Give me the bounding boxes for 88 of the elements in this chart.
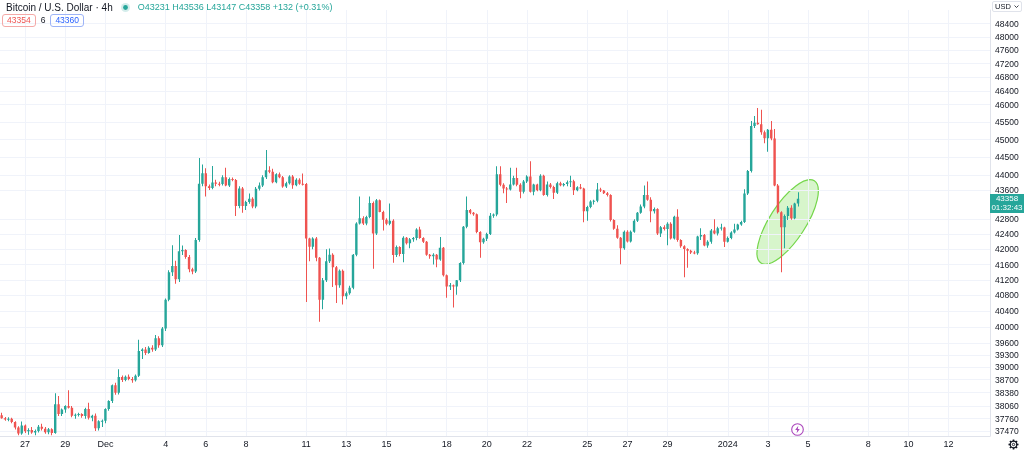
candlestick bbox=[713, 219, 716, 235]
candlestick bbox=[298, 178, 301, 185]
y-tick-label: 41600 bbox=[995, 259, 1019, 270]
candlestick bbox=[171, 245, 174, 277]
x-tick-label: 25 bbox=[582, 438, 593, 449]
candlestick bbox=[505, 186, 509, 204]
y-tick-label: 39000 bbox=[995, 362, 1019, 373]
x-tick-label: 2024 bbox=[717, 438, 738, 449]
x-tick-label: 15 bbox=[381, 438, 392, 449]
y-tick-label: 42000 bbox=[995, 244, 1019, 255]
candlestick bbox=[415, 228, 418, 241]
y-tick-label: 46800 bbox=[995, 72, 1019, 83]
x-tick-label: 12 bbox=[943, 438, 954, 449]
y-tick-label: 46000 bbox=[995, 99, 1019, 110]
candlestick bbox=[756, 108, 760, 125]
candlestick bbox=[221, 175, 224, 186]
y-tick-label: 41200 bbox=[995, 274, 1019, 285]
y-tick-label: 39300 bbox=[995, 350, 1019, 361]
candlestick bbox=[790, 205, 793, 220]
x-tick-label: 22 bbox=[521, 438, 532, 449]
y-tick-label: 42800 bbox=[995, 214, 1019, 225]
candlestick bbox=[529, 161, 532, 193]
y-tick-label: 46400 bbox=[995, 85, 1019, 96]
y-tick-label: 40000 bbox=[995, 321, 1019, 332]
chart-title: Bitcoin / U.S. Dollar · 4h bbox=[6, 1, 113, 13]
x-tick-label: 13 bbox=[341, 438, 352, 449]
x-tick-label: 11 bbox=[301, 438, 311, 449]
candlestick bbox=[211, 165, 214, 190]
x-tick-label: 18 bbox=[441, 438, 452, 449]
candlestick bbox=[666, 222, 669, 246]
candlestick bbox=[683, 245, 686, 278]
y-tick-label: 47200 bbox=[995, 58, 1019, 69]
x-tick-label: 5 bbox=[805, 438, 811, 449]
annotation: O43231 H43536 L43147 C43358 +132 (+0.31%) bbox=[137, 2, 333, 12]
x-tick-label: 27 bbox=[622, 438, 633, 449]
y-tick-label: 48400 bbox=[995, 18, 1019, 29]
y-tick-label: 44500 bbox=[995, 152, 1019, 163]
candlestick bbox=[375, 199, 378, 236]
candlestick bbox=[27, 428, 30, 435]
x-tick-label: 10 bbox=[903, 438, 914, 449]
candlestick bbox=[77, 412, 80, 417]
y-tick-label: 47600 bbox=[995, 45, 1019, 56]
x-tick-label: 3 bbox=[765, 438, 771, 449]
candlestick bbox=[0, 412, 3, 419]
text: 01:32:43 bbox=[990, 203, 1024, 213]
x-tick-label: 4 bbox=[163, 438, 169, 449]
x-tick-label: 8 bbox=[865, 438, 871, 449]
y-tick-label: 38060 bbox=[995, 401, 1019, 412]
annotation: 6 bbox=[40, 15, 46, 25]
x-tick-label: 6 bbox=[203, 438, 209, 449]
candlestick bbox=[144, 346, 147, 356]
candlestick bbox=[7, 417, 10, 422]
x-tick-label: 20 bbox=[481, 438, 492, 449]
y-tick-label: 44000 bbox=[995, 170, 1019, 181]
candlestick bbox=[452, 284, 455, 308]
y-tick-label: 45000 bbox=[995, 134, 1019, 145]
candlestick bbox=[519, 183, 522, 199]
text: 43358 bbox=[994, 194, 1020, 204]
candlestick bbox=[656, 208, 659, 236]
annotation: 43360 bbox=[50, 14, 85, 27]
candlestick bbox=[432, 253, 435, 265]
candlestick bbox=[261, 175, 264, 187]
y-tick-label: 45500 bbox=[995, 117, 1019, 128]
x-tick-label: 29 bbox=[662, 438, 673, 449]
y-tick-label: 38380 bbox=[995, 387, 1019, 398]
candlestick bbox=[114, 382, 117, 395]
candlestick bbox=[448, 283, 452, 291]
y-tick-label: 48000 bbox=[995, 31, 1019, 42]
candlestick bbox=[532, 183, 535, 196]
candlestick bbox=[706, 240, 709, 248]
y-tick-label: 39600 bbox=[995, 337, 1019, 348]
x-tick-label: 29 bbox=[60, 438, 71, 449]
x-tick-label: 27 bbox=[20, 438, 31, 449]
candlestick bbox=[57, 396, 60, 417]
x-tick-label: Dec bbox=[97, 438, 114, 449]
y-tick-label: 37760 bbox=[995, 413, 1019, 424]
y-tick-label: 43600 bbox=[995, 184, 1019, 195]
x-tick-label: 8 bbox=[243, 438, 249, 449]
candlestick bbox=[241, 186, 244, 213]
candlestick bbox=[184, 249, 187, 259]
y-tick-label: 40800 bbox=[995, 290, 1019, 301]
y-tick-label: 37470 bbox=[995, 425, 1019, 436]
y-tick-label: 38700 bbox=[995, 374, 1019, 385]
y-tick-label: 42400 bbox=[995, 229, 1019, 240]
candlestick bbox=[569, 175, 572, 187]
annotation: 43354 bbox=[2, 14, 36, 27]
candlestick bbox=[435, 253, 438, 268]
y-tick-label: 40400 bbox=[995, 306, 1019, 317]
